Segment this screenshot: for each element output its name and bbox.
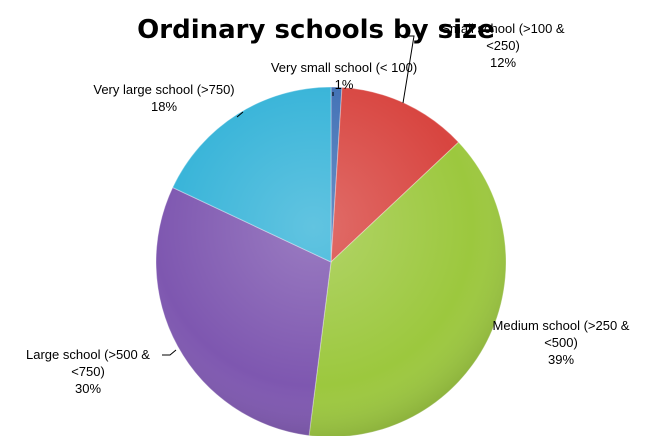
- slice-label: Medium school (>250 & <500) 39%: [493, 318, 630, 367]
- slice-label: Very small school (< 100) 1%: [271, 60, 417, 92]
- pie-slices: [155, 86, 507, 438]
- slice-label: Very large school (>750) 18%: [93, 82, 234, 114]
- slice-category-label: <750): [71, 364, 105, 379]
- slice-category-label: Large school (>500 &: [26, 347, 150, 362]
- slice-percent-label: 39%: [548, 352, 574, 367]
- slice-labels: Very small school (< 100) 1% Small school …: [26, 21, 630, 396]
- slice-percent-label: 18%: [151, 99, 177, 114]
- leader-line: [402, 35, 415, 104]
- slice-label: Small school (>100 & <250) 12%: [441, 21, 565, 70]
- slice-percent-label: 12%: [490, 55, 516, 70]
- slice-category-label: Medium school (>250 &: [493, 318, 630, 333]
- slice-category-label: <500): [544, 335, 578, 350]
- leader-line: [236, 111, 244, 118]
- slice-category-label: Small school (>100 &: [441, 21, 565, 36]
- slice-percent-label: 30%: [75, 381, 101, 396]
- slice-label: Large school (>500 & <750) 30%: [26, 347, 150, 396]
- slice-category-label: Very large school (>750): [93, 82, 234, 97]
- slice-category-label: <250): [486, 38, 520, 53]
- slice-category-label: Very small school (< 100): [271, 60, 417, 75]
- slice-percent-label: 1%: [335, 77, 354, 92]
- leader-lines: [162, 35, 415, 356]
- chart-title: Ordinary schools by size: [137, 15, 495, 45]
- leader-line: [162, 349, 177, 356]
